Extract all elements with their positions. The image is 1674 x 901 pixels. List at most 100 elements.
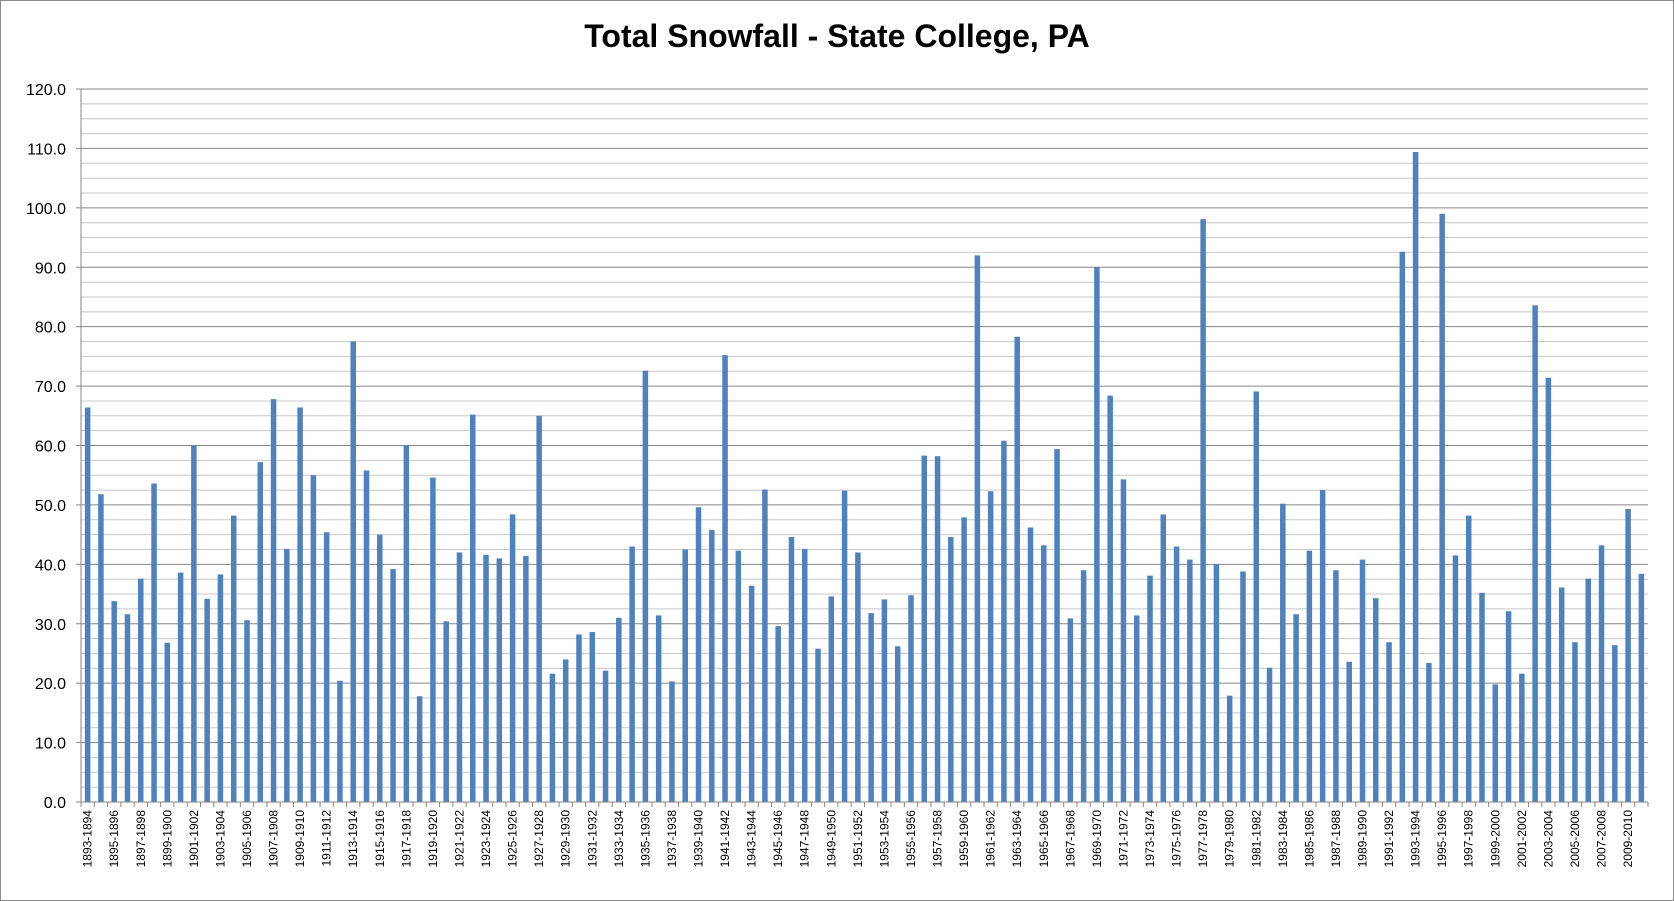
x-tick-label: 1933-1934 [612, 810, 626, 868]
bar [1027, 527, 1034, 802]
bar [377, 534, 383, 802]
x-tick-label: 1925-1926 [506, 810, 520, 868]
x-tick-label: 1913-1914 [346, 810, 360, 868]
bar [1014, 336, 1020, 802]
x-tick-label: 1911-1912 [320, 810, 334, 867]
bar [456, 552, 463, 802]
bar [84, 407, 91, 802]
bar [576, 634, 582, 802]
x-tick-label: 1899-1900 [160, 810, 174, 868]
bar [841, 490, 848, 802]
bar [1253, 391, 1259, 802]
bar [562, 659, 569, 802]
bar [669, 681, 675, 802]
bar [1439, 213, 1445, 802]
x-tick-label: 1977-1978 [1196, 810, 1210, 868]
x-tick-label: 1963-1964 [1010, 810, 1024, 868]
x-tick-label: 1973-1974 [1143, 810, 1157, 868]
bar [1240, 571, 1246, 802]
x-tick-label: 1923-1924 [479, 810, 493, 868]
x-tick-label: 1991-1992 [1382, 810, 1396, 868]
bar [1532, 305, 1538, 802]
bar [1200, 219, 1206, 802]
bar [416, 696, 423, 802]
x-tick-label: 1969-1970 [1090, 810, 1104, 868]
x-tick-label: 1993-1994 [1409, 810, 1423, 868]
y-tick-label: 70.0 [35, 379, 66, 396]
bar [390, 569, 396, 802]
bar [257, 462, 264, 802]
bar [1120, 479, 1127, 802]
bar [894, 646, 901, 802]
bar [881, 599, 888, 802]
bar [549, 673, 556, 802]
bar [523, 556, 529, 802]
bar [961, 517, 967, 802]
x-tick-label: 1975-1976 [1170, 810, 1184, 868]
x-tick-label: 1905-1906 [240, 810, 254, 868]
x-tick-label: 1897-1898 [134, 810, 148, 868]
x-tick-label: 1987-1988 [1329, 810, 1343, 868]
y-tick-label: 110.0 [27, 141, 66, 158]
x-tick-label: 1955-1956 [904, 810, 918, 868]
x-tick-label: 1931-1932 [585, 810, 599, 868]
x-tick-label: 1961-1962 [984, 810, 998, 868]
bar [164, 642, 171, 802]
x-tick-label: 2009-2010 [1621, 810, 1635, 868]
bar [323, 532, 330, 802]
bar [1041, 545, 1047, 802]
y-tick-label: 10.0 [35, 736, 66, 753]
bar [748, 585, 755, 802]
bar [230, 515, 237, 802]
bar [1572, 642, 1578, 802]
bar [1612, 645, 1618, 802]
bar [682, 549, 688, 802]
x-tick-label: 1917-1918 [399, 810, 413, 868]
y-tick-label: 20.0 [35, 676, 66, 693]
bar [855, 552, 861, 802]
bar [1479, 592, 1485, 802]
x-tick-label: 1935-1936 [638, 810, 652, 868]
bar [98, 494, 104, 802]
x-tick-label: 1957-1958 [931, 810, 945, 868]
bar [430, 477, 436, 802]
y-tick-label: 50.0 [35, 498, 66, 515]
bar [124, 614, 131, 802]
bar [1585, 578, 1591, 802]
bar [602, 670, 609, 802]
bar [1333, 570, 1339, 802]
bar [775, 626, 781, 802]
x-tick-label: 1947-1948 [798, 810, 812, 868]
x-tick-label: 1989-1990 [1355, 810, 1369, 868]
bar [177, 572, 184, 802]
y-tick-label: 0.0 [44, 795, 66, 812]
bar [1505, 611, 1512, 802]
bar [868, 613, 874, 802]
x-tick-label: 1985-1986 [1302, 810, 1316, 868]
bar [1346, 661, 1352, 802]
x-tick-label: 1895-1896 [107, 810, 121, 868]
bar [1492, 684, 1499, 802]
bar [762, 489, 768, 802]
x-tick-label: 1929-1930 [559, 810, 573, 868]
x-tick-label: 2003-2004 [1541, 810, 1555, 868]
x-tick-label: 1901-1902 [187, 810, 201, 868]
bar [217, 574, 224, 802]
bar [191, 445, 197, 802]
y-tick-label: 100.0 [26, 201, 66, 218]
bar [616, 617, 622, 802]
x-tick-label: 1903-1904 [213, 810, 227, 868]
x-tick-label: 1943-1944 [745, 810, 759, 868]
x-tick-label: 2005-2006 [1568, 810, 1582, 868]
bar [709, 529, 715, 802]
bar [1094, 267, 1100, 802]
bar [1266, 667, 1273, 802]
bar [1545, 377, 1552, 802]
bar [403, 445, 410, 802]
bar [948, 537, 954, 802]
bar [1080, 570, 1087, 802]
bar [483, 554, 489, 802]
bar [1558, 587, 1565, 802]
bar [987, 491, 994, 802]
